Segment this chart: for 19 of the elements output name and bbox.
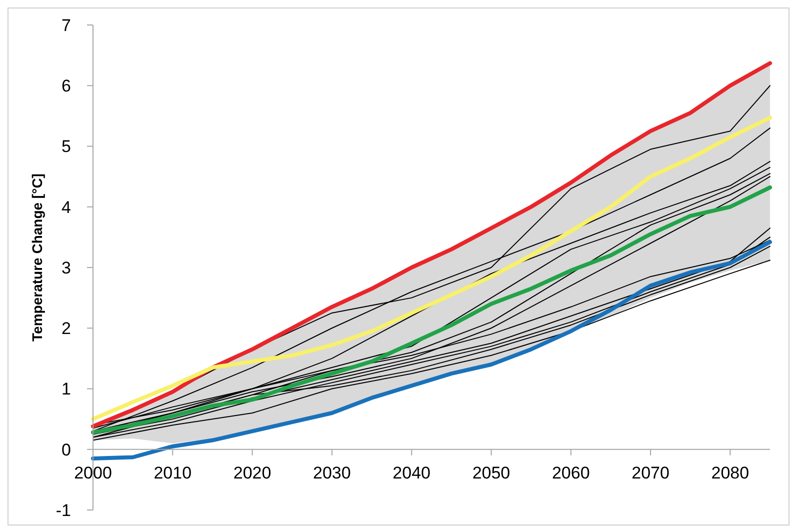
x-tick-label: 2040	[392, 463, 430, 482]
y-axis-title: Temperature Change [°C]	[29, 174, 45, 342]
y-tick-label: 3	[62, 258, 71, 278]
y-tick-label: 7	[62, 16, 71, 35]
y-tick-label: 6	[62, 76, 71, 96]
x-tick-label: 2010	[154, 463, 192, 482]
y-tick-label: 0	[62, 440, 71, 460]
y-tick-label: 2	[62, 319, 71, 338]
x-tick-label: 2050	[472, 463, 510, 482]
x-tick-label: 2030	[313, 463, 351, 482]
y-tick-label: 1	[62, 380, 71, 399]
y-tick-label: 4	[62, 198, 71, 217]
x-tick-label: 2080	[711, 463, 750, 482]
x-tick-label: 2060	[552, 463, 590, 482]
y-tick-label: 5	[62, 137, 71, 156]
y-tick-label: -1	[56, 500, 71, 520]
x-tick-label: 2000	[74, 463, 112, 482]
x-tick-label: 2020	[233, 463, 272, 482]
x-tick-label: 2070	[632, 463, 670, 482]
